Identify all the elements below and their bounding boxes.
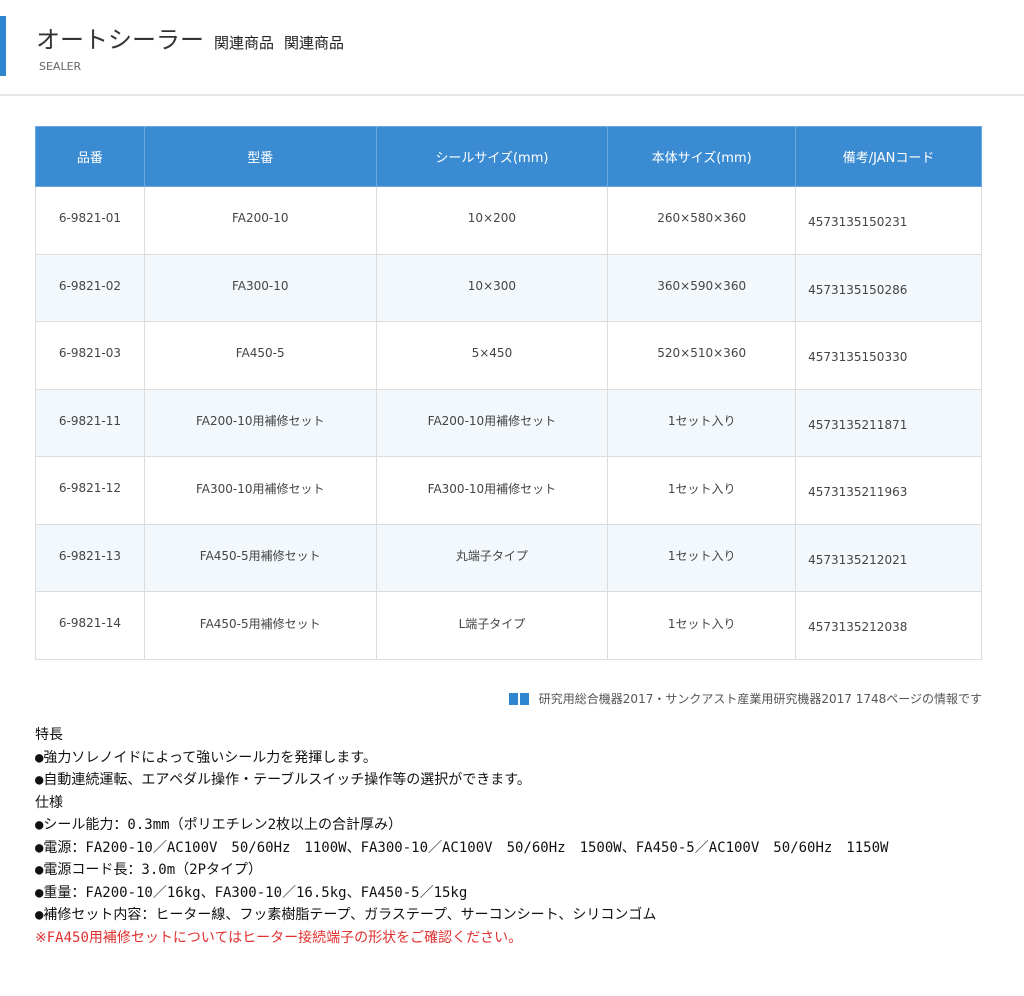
feature-line: ●自動連続運転、エアペダル操作・テーブルスイッチ操作等の選択ができます。 [35,772,531,788]
table-cell: 4573135211963 [795,456,982,525]
feature-line: ●電源：FA200-10／AC100V 50/60Hz 1100W、FA300-… [35,839,889,856]
table-cell: FA200-10用補修セット [143,388,377,457]
table-row: 6-9821-12 FA300-10用補修セット FA300-10用補修セット 1セッ… [35,456,982,525]
table-cell: 1セット入り [607,591,797,660]
column-header: シールサイズ(mm) [375,126,609,187]
feature-line: ●重量：FA200-10／16kg、FA300-10／16.5kg、FA450-… [35,884,468,901]
table-cell: 1セット入り [607,456,797,525]
table-cell: 4573135211871 [795,388,982,457]
table-cell: FA450-5用補修セット [143,591,377,660]
table-cell: 4573135212038 [795,591,982,660]
table-cell: 360×590×360 [607,253,797,322]
table-cell: 5×450 [375,321,609,390]
feature-line: ●補修セット内容：ヒーター線、フッ素樹脂テープ、ガラステープ、サーコンシート、シ… [35,907,657,923]
table-cell: FA300-10用補修セット [143,456,377,525]
table-row: 6-9821-11 FA200-10用補修セット FA200-10用補修セット 1セッ… [35,388,982,457]
feature-line: 特長 [35,727,63,743]
feature-line: ●シール能力：0.3mm（ポリエチレン2枚以上の合計厚み） [35,817,402,833]
table-cell: 丸端子タイプ [375,523,609,592]
table-row: 6-9821-01 FA200-10 10×200 260×580×360 457313… [35,186,982,255]
column-header: 型番 [143,126,377,187]
subtitle-1: 関連商品 [214,34,275,52]
column-header: 備考/JANコード [795,126,982,187]
table-cell: FA200-10用補修セット [375,388,609,457]
table-cell: FA300-10用補修セット [375,456,609,525]
subtitle-2: 関連商品 [284,34,345,52]
column-header: 品番 [35,126,145,187]
table-cell: 1セット入り [607,388,797,457]
table-row: 6-9821-03 FA450-5 5×450 520×510×360 45731351… [35,321,982,390]
table-cell: 4573135150330 [795,321,982,390]
page-title: オートシーラー 関連商品 関連商品 [36,20,344,55]
warning-note: ※FA450用補修セットについてはヒーター接続端子の形状をご確認ください。 [35,929,523,946]
table-row: 6-9821-13 FA450-5用補修セット 丸端子タイプ 1セット入り 457313… [35,523,982,592]
english-name: SEALER [39,60,82,73]
table-cell: FA450-5用補修セット [143,523,377,592]
page-header: オートシーラー 関連商品 関連商品 SEALER [0,0,1024,96]
feature-line: 仕様 [35,794,63,811]
product-table: 品番 型番 シールサイズ(mm) 本体サイズ(mm) 備考/JANコード 6-9821-… [35,126,982,660]
table-cell: 4573135150286 [795,253,982,322]
table-cell: 260×580×360 [607,186,797,255]
source-note: 研究用総合機器2017・サンクアスト産業用研究機器2017 1748ページの情報… [508,690,982,707]
table-row: 6-9821-02 FA300-10 10×300 360×590×360 457313… [35,253,982,322]
source-text: 研究用総合機器2017・サンクアスト産業用研究機器2017 1748ページの情報… [538,692,982,706]
table-cell: 6-9821-01 [35,186,145,255]
table-cell: 6-9821-03 [35,321,145,390]
table-cell: 6-9821-02 [35,253,145,322]
table-cell: 6-9821-14 [35,591,145,660]
table-cell: 10×300 [375,253,609,322]
features-section: 特長 ●強力ソレノイドによって強いシール力を発揮します。 ●自動連続運転、エアペダル… [35,724,888,949]
table-cell: FA300-10 [143,253,377,322]
table-cell: 6-9821-12 [35,456,145,525]
feature-line: ●強力ソレノイドによって強いシール力を発揮します。 [35,749,377,766]
accent-bar [0,16,6,76]
table-cell: FA200-10 [143,186,377,255]
table-cell: L端子タイプ [375,591,609,660]
table-cell: 520×510×360 [607,321,797,390]
table-cell: 4573135150231 [795,186,982,255]
table-cell: 4573135212021 [795,523,982,592]
feature-line: ●電源コード長：3.0m（2Pタイプ） [35,862,263,878]
table-cell: 10×200 [375,186,609,255]
table-cell: FA450-5 [143,321,377,390]
title-text: オートシーラー [36,26,204,54]
table-cell: 6-9821-13 [35,523,145,592]
table-cell: 1セット入り [607,523,797,592]
table-row: 6-9821-14 FA450-5用補修セット L端子タイプ 1セット入り 457313… [35,591,982,660]
column-header: 本体サイズ(mm) [607,126,797,187]
table-cell: 6-9821-11 [35,388,145,457]
book-icon [508,692,529,705]
